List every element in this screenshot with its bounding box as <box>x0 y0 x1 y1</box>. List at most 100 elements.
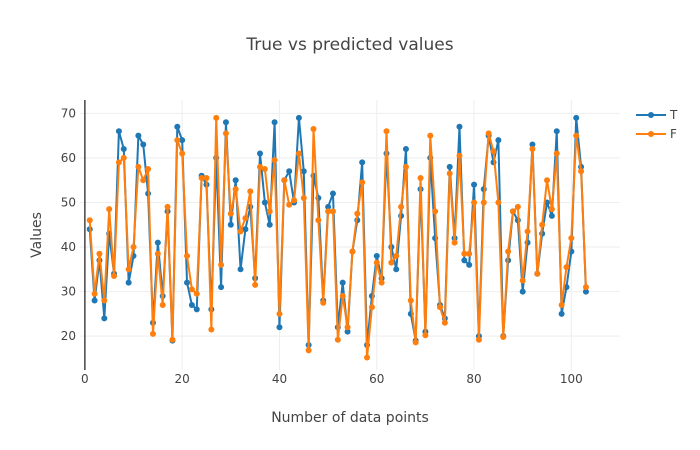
data-point[interactable] <box>91 290 98 297</box>
data-point[interactable] <box>315 217 322 224</box>
data-point[interactable] <box>320 299 327 306</box>
data-point[interactable] <box>281 177 288 184</box>
data-point[interactable] <box>582 284 589 291</box>
data-point[interactable] <box>227 210 234 217</box>
data-point[interactable] <box>344 324 351 331</box>
data-point[interactable] <box>548 206 555 213</box>
data-point[interactable] <box>86 217 93 224</box>
data-point[interactable] <box>169 336 176 343</box>
data-point[interactable] <box>120 146 127 153</box>
data-point[interactable] <box>573 132 580 139</box>
data-point[interactable] <box>115 159 122 166</box>
data-point[interactable] <box>505 248 512 255</box>
data-point[interactable] <box>407 297 414 304</box>
data-point[interactable] <box>529 141 536 148</box>
data-point[interactable] <box>184 279 191 286</box>
data-point[interactable] <box>441 319 448 326</box>
data-point[interactable] <box>286 201 293 208</box>
data-point[interactable] <box>154 250 161 257</box>
data-point[interactable] <box>329 208 336 215</box>
data-point[interactable] <box>111 272 118 279</box>
data-point[interactable] <box>291 197 298 204</box>
data-point[interactable] <box>359 179 366 186</box>
data-point[interactable] <box>218 261 225 268</box>
data-point[interactable] <box>179 137 186 144</box>
data-point[interactable] <box>305 347 312 354</box>
legend[interactable]: TF <box>636 108 678 141</box>
data-point[interactable] <box>208 326 215 333</box>
data-point[interactable] <box>558 310 565 317</box>
data-point[interactable] <box>568 235 575 242</box>
data-point[interactable] <box>383 128 390 135</box>
data-point[interactable] <box>149 330 156 337</box>
data-point[interactable] <box>466 261 473 268</box>
data-point[interactable] <box>373 252 380 259</box>
data-point[interactable] <box>582 288 589 295</box>
data-point[interactable] <box>334 336 341 343</box>
data-point[interactable] <box>164 203 171 210</box>
data-point[interactable] <box>466 250 473 257</box>
data-point[interactable] <box>130 244 137 251</box>
data-point[interactable] <box>237 228 244 235</box>
data-point[interactable] <box>553 128 560 135</box>
data-point[interactable] <box>553 150 560 157</box>
data-point[interactable] <box>325 208 332 215</box>
data-point[interactable] <box>339 293 346 300</box>
data-point[interactable] <box>242 215 249 222</box>
data-point[interactable] <box>295 150 302 157</box>
data-point[interactable] <box>509 208 516 215</box>
data-point[interactable] <box>154 239 161 246</box>
data-point[interactable] <box>184 252 191 259</box>
data-point[interactable] <box>159 301 166 308</box>
data-point[interactable] <box>475 336 482 343</box>
data-point[interactable] <box>485 130 492 137</box>
data-point[interactable] <box>402 163 409 170</box>
data-point[interactable] <box>237 266 244 273</box>
data-point[interactable] <box>232 177 239 184</box>
data-point[interactable] <box>188 286 195 293</box>
data-point[interactable] <box>524 228 531 235</box>
legend-item[interactable]: T <box>636 108 678 122</box>
data-point[interactable] <box>500 334 507 341</box>
data-point[interactable] <box>534 270 541 277</box>
data-point[interactable] <box>388 259 395 266</box>
data-point[interactable] <box>393 266 400 273</box>
data-point[interactable] <box>398 203 405 210</box>
data-point[interactable] <box>140 177 147 184</box>
data-point[interactable] <box>544 177 551 184</box>
data-point[interactable] <box>529 146 536 153</box>
data-point[interactable] <box>490 148 497 155</box>
data-point[interactable] <box>519 288 526 295</box>
data-point[interactable] <box>514 203 521 210</box>
data-point[interactable] <box>471 181 478 188</box>
data-point[interactable] <box>252 281 259 288</box>
data-point[interactable] <box>495 137 502 144</box>
data-point[interactable] <box>271 157 278 164</box>
data-point[interactable] <box>295 114 302 121</box>
data-point[interactable] <box>451 239 458 246</box>
data-point[interactable] <box>286 168 293 175</box>
data-point[interactable] <box>174 137 181 144</box>
data-point[interactable] <box>364 354 371 361</box>
data-point[interactable] <box>135 132 142 139</box>
data-point[interactable] <box>427 132 434 139</box>
data-point[interactable] <box>456 152 463 159</box>
data-point[interactable] <box>261 199 268 206</box>
data-point[interactable] <box>359 159 366 166</box>
data-point[interactable] <box>422 332 429 339</box>
data-point[interactable] <box>548 212 555 219</box>
data-point[interactable] <box>174 123 181 130</box>
data-point[interactable] <box>446 170 453 177</box>
data-point[interactable] <box>456 123 463 130</box>
data-point[interactable] <box>227 221 234 228</box>
data-point[interactable] <box>198 174 205 181</box>
data-point[interactable] <box>218 284 225 291</box>
data-point[interactable] <box>101 297 108 304</box>
data-point[interactable] <box>446 163 453 170</box>
data-point[interactable] <box>145 166 152 173</box>
data-point[interactable] <box>461 257 468 264</box>
data-point[interactable] <box>140 141 147 148</box>
data-point[interactable] <box>193 290 200 297</box>
data-point[interactable] <box>354 210 361 217</box>
data-point[interactable] <box>437 304 443 311</box>
